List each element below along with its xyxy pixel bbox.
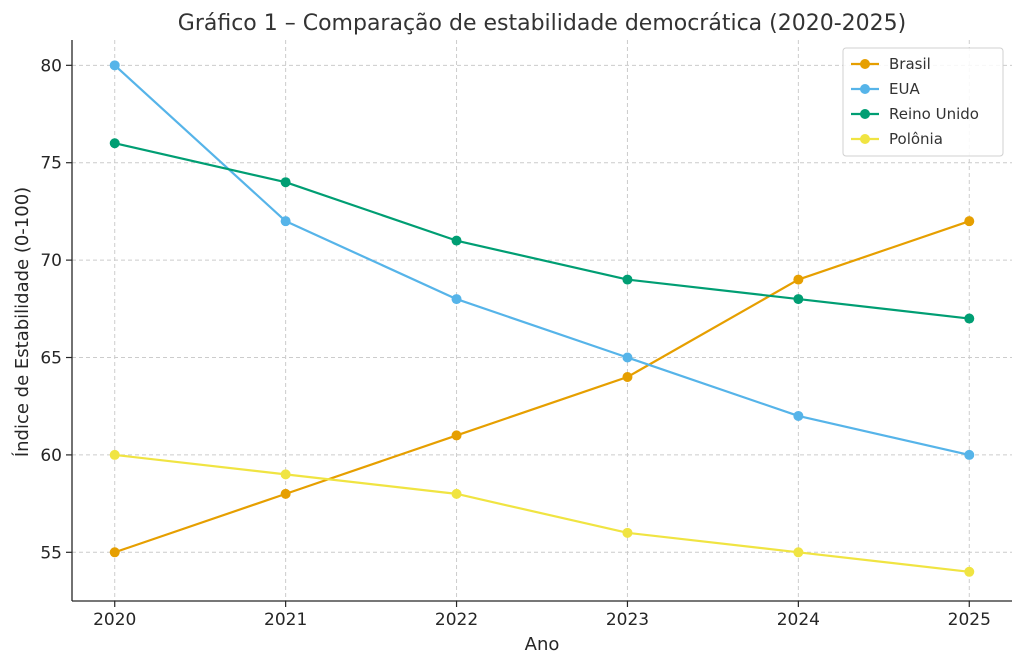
data-point-eua (622, 352, 633, 363)
legend-item-brasil: Brasil (851, 55, 931, 73)
series-brasil (109, 216, 975, 558)
y-tick-label: 55 (40, 543, 62, 563)
x-tick-label: 2020 (93, 610, 136, 630)
data-point-reino-unido (109, 138, 120, 149)
data-point-eua (451, 294, 462, 305)
legend-swatch-marker (860, 84, 870, 94)
data-point-reino-unido (280, 177, 291, 188)
data-point-polonia (622, 527, 633, 538)
y-tick-label: 70 (40, 251, 62, 271)
series-eua (109, 60, 975, 460)
series-line-brasil (114, 220, 970, 554)
data-point-reino-unido (622, 274, 633, 285)
chart-title: Gráfico 1 – Comparação de estabilidade d… (178, 11, 906, 36)
series-line-reino-unido (114, 142, 970, 320)
x-tick-label: 2021 (264, 610, 307, 630)
legend-label: Brasil (889, 55, 931, 73)
y-tick-label: 75 (40, 154, 62, 174)
series-polonia (109, 449, 975, 577)
axes: 2020 2021 2022 2023 2024 2025 55 60 65 70 75 80 (40, 40, 1012, 630)
data-point-reino-unido (793, 294, 804, 305)
series-line-polonia (114, 453, 970, 573)
data-point-eua (109, 60, 120, 71)
data-point-polonia (964, 566, 975, 577)
data-point-polonia (109, 449, 120, 460)
y-axis-label: Índice de Estabilidade (0-100) (11, 187, 33, 457)
series-reino-unido (109, 138, 975, 324)
data-point-polonia (451, 488, 462, 499)
data-point-eua (793, 410, 804, 421)
data-point-brasil (280, 488, 291, 499)
data-point-reino-unido (964, 313, 975, 324)
x-tick-label: 2024 (777, 610, 820, 630)
data-point-polonia (793, 547, 804, 558)
data-point-brasil (451, 430, 462, 441)
data-point-polonia (280, 469, 291, 480)
data-point-brasil (964, 216, 975, 227)
data-point-eua (280, 216, 291, 227)
legend-swatch-marker (860, 59, 870, 69)
x-tick-label: 2022 (435, 610, 478, 630)
legend-label: EUA (889, 80, 920, 98)
data-point-brasil (793, 274, 804, 285)
legend-frame (842, 47, 1004, 157)
legend-item-eua: EUA (851, 80, 920, 98)
legend-label: Reino Unido (889, 105, 979, 123)
y-tick-label: 80 (40, 56, 62, 76)
data-point-brasil (622, 371, 633, 382)
series-line-eua (113, 64, 970, 456)
data-point-brasil (109, 547, 120, 558)
y-tick-label: 60 (40, 446, 62, 466)
x-tick-label: 2023 (606, 610, 649, 630)
data-point-reino-unido (451, 235, 462, 246)
x-axis-label: Ano (525, 634, 560, 655)
x-tick-label: 2025 (948, 610, 991, 630)
legend-label: Polônia (889, 130, 943, 148)
legend-item-reino-unido: Reino Unido (851, 105, 979, 123)
legend: Brasil EUA Reino Unido Polônia (842, 47, 1004, 157)
series-group (109, 60, 975, 577)
legend-swatch-marker (860, 134, 870, 144)
y-tick-label: 65 (40, 349, 62, 369)
legend-item-polonia: Polônia (851, 130, 943, 148)
data-point-eua (964, 449, 975, 460)
legend-swatch-marker (860, 109, 870, 119)
